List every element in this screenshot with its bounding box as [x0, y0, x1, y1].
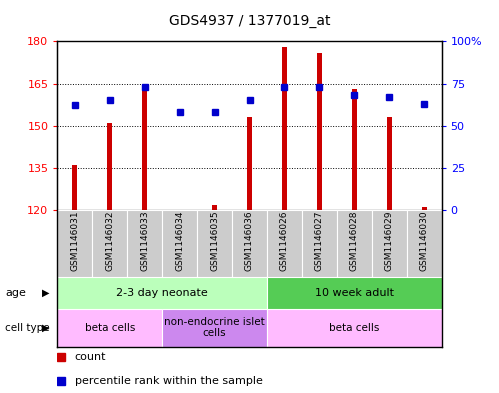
Bar	[302, 210, 337, 277]
Bar	[372, 210, 407, 277]
Text: percentile rank within the sample: percentile rank within the sample	[75, 376, 262, 386]
Text: count: count	[75, 352, 106, 362]
Bar	[232, 210, 267, 277]
Bar	[337, 210, 372, 277]
Bar	[387, 117, 392, 210]
Text: GSM1146031: GSM1146031	[70, 210, 79, 271]
Bar	[317, 53, 322, 210]
Text: age: age	[5, 288, 26, 298]
Bar	[57, 309, 162, 347]
Bar	[282, 47, 287, 210]
Text: cell type: cell type	[5, 323, 49, 332]
Bar	[92, 210, 127, 277]
Bar	[267, 210, 302, 277]
Text: 2-3 day neonate: 2-3 day neonate	[116, 288, 208, 298]
Text: ▶: ▶	[42, 323, 50, 332]
Text: GSM1146036: GSM1146036	[245, 210, 254, 271]
Text: GSM1146030: GSM1146030	[420, 210, 429, 271]
Text: 10 week adult: 10 week adult	[315, 288, 394, 298]
Text: GSM1146033: GSM1146033	[140, 210, 149, 271]
Bar	[407, 210, 442, 277]
Text: GSM1146027: GSM1146027	[315, 210, 324, 270]
Bar	[162, 309, 267, 347]
Text: GSM1146026: GSM1146026	[280, 210, 289, 270]
Bar	[72, 165, 77, 210]
Bar	[267, 277, 442, 309]
Bar	[57, 210, 92, 277]
Bar	[162, 210, 197, 277]
Text: GSM1146028: GSM1146028	[350, 210, 359, 270]
Bar	[127, 210, 162, 277]
Bar	[57, 277, 267, 309]
Bar	[107, 123, 112, 210]
Text: non-endocrine islet
cells: non-endocrine islet cells	[164, 317, 265, 338]
Bar	[267, 309, 442, 347]
Text: beta cells: beta cells	[85, 323, 135, 332]
Text: beta cells: beta cells	[329, 323, 379, 332]
Bar	[142, 89, 147, 210]
Bar	[247, 117, 252, 210]
Text: ▶: ▶	[42, 288, 50, 298]
Bar	[352, 89, 357, 210]
Bar	[422, 208, 427, 210]
Bar	[212, 205, 217, 210]
Text: GSM1146029: GSM1146029	[385, 210, 394, 270]
Text: GSM1146032: GSM1146032	[105, 210, 114, 270]
Text: GSM1146035: GSM1146035	[210, 210, 219, 271]
Text: GSM1146034: GSM1146034	[175, 210, 184, 270]
Text: GDS4937 / 1377019_at: GDS4937 / 1377019_at	[169, 14, 330, 28]
Bar	[197, 210, 232, 277]
